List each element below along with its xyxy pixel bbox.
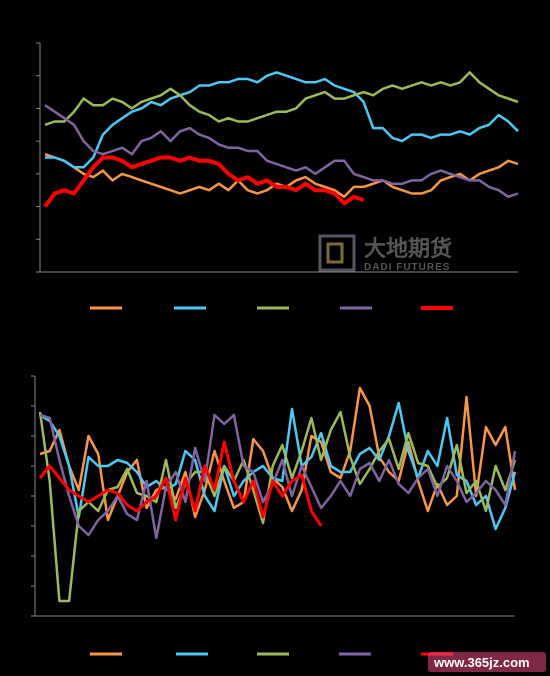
series-line — [38, 440, 323, 527]
watermark-subtitle: DADI FUTURES — [364, 262, 450, 273]
series-line — [45, 71, 519, 169]
logo-mark — [318, 234, 356, 272]
watermark-url: www.365jz.com — [433, 655, 530, 670]
logo-mark — [326, 242, 344, 264]
watermark-title: 大地期货 — [364, 236, 452, 261]
series-line — [38, 410, 517, 603]
series-line — [39, 413, 517, 540]
series-line — [43, 155, 365, 208]
series-line — [39, 401, 517, 531]
series-line — [44, 71, 519, 126]
watermark-badge — [428, 652, 546, 672]
logo — [318, 234, 356, 272]
series-line — [44, 104, 519, 199]
